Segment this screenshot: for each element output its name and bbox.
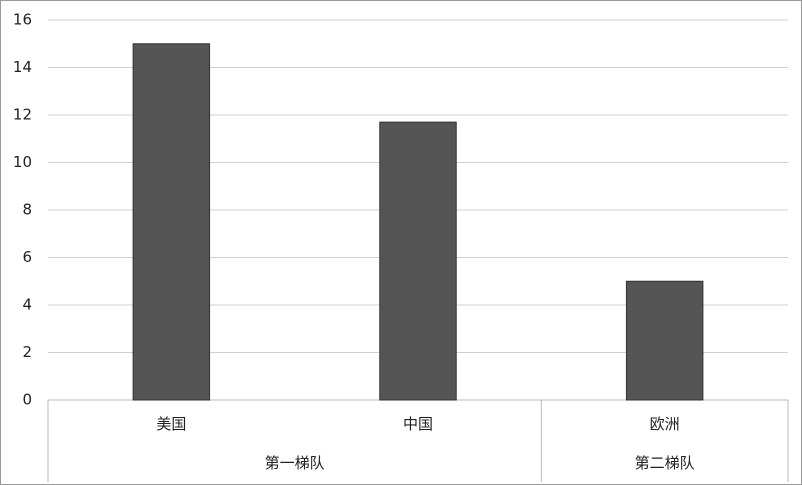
y-tick-label: 2 [22, 343, 32, 361]
group-label: 第二梯队 [635, 454, 695, 472]
y-tick-label: 4 [22, 296, 32, 314]
x-tick-label: 中国 [403, 415, 433, 433]
y-tick-label: 8 [22, 201, 32, 219]
bar [132, 43, 211, 401]
x-tick-label: 美国 [156, 415, 186, 433]
y-tick-label: 0 [22, 391, 32, 409]
bar [379, 121, 457, 401]
group-label: 第一梯队 [265, 454, 325, 472]
y-tick-label: 16 [13, 11, 32, 29]
y-tick-label: 6 [22, 248, 32, 266]
bar [625, 280, 704, 401]
y-tick-label: 14 [13, 58, 32, 76]
x-tick-label: 欧洲 [650, 415, 680, 433]
y-tick-label: 12 [13, 106, 32, 124]
y-tick-label: 10 [13, 153, 32, 171]
